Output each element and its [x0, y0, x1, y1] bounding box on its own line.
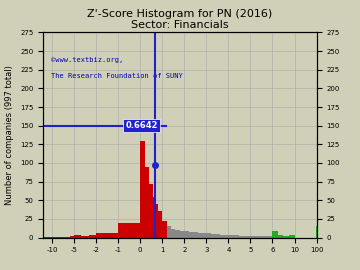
Bar — [118, 223, 140, 238]
Bar — [89, 235, 96, 238]
Bar — [278, 235, 283, 238]
Bar — [289, 235, 294, 238]
Bar — [198, 233, 202, 238]
Bar — [145, 167, 149, 238]
Bar — [239, 236, 251, 238]
Bar — [96, 233, 118, 238]
Bar — [220, 235, 224, 238]
Bar — [156, 204, 158, 238]
Bar — [251, 236, 261, 238]
Bar — [224, 235, 228, 238]
Bar — [153, 197, 154, 238]
Bar — [215, 234, 220, 238]
Text: The Research Foundation of SUNY: The Research Foundation of SUNY — [51, 73, 183, 79]
Bar — [283, 236, 289, 238]
Bar — [273, 231, 278, 238]
Bar — [74, 235, 81, 238]
Bar — [211, 234, 215, 238]
Bar — [193, 232, 198, 238]
Bar — [167, 227, 171, 238]
Y-axis label: Number of companies (997 total): Number of companies (997 total) — [5, 65, 14, 205]
Bar — [184, 231, 189, 238]
Bar — [228, 235, 239, 238]
Bar — [158, 211, 162, 238]
Bar — [180, 231, 184, 238]
Bar — [261, 236, 273, 238]
Bar — [202, 233, 206, 238]
Bar — [154, 200, 156, 238]
Bar — [175, 230, 180, 238]
Text: ©www.textbiz.org,: ©www.textbiz.org, — [51, 57, 123, 63]
Bar — [140, 141, 145, 238]
Bar — [189, 232, 193, 238]
Title: Z'-Score Histogram for PN (2016)
Sector: Financials: Z'-Score Histogram for PN (2016) Sector:… — [87, 9, 273, 30]
Bar — [81, 237, 89, 238]
Bar — [206, 234, 211, 238]
Bar — [69, 237, 74, 238]
Bar — [149, 184, 153, 238]
Text: 0.6642: 0.6642 — [125, 121, 158, 130]
Bar — [162, 221, 167, 238]
Bar — [171, 229, 175, 238]
